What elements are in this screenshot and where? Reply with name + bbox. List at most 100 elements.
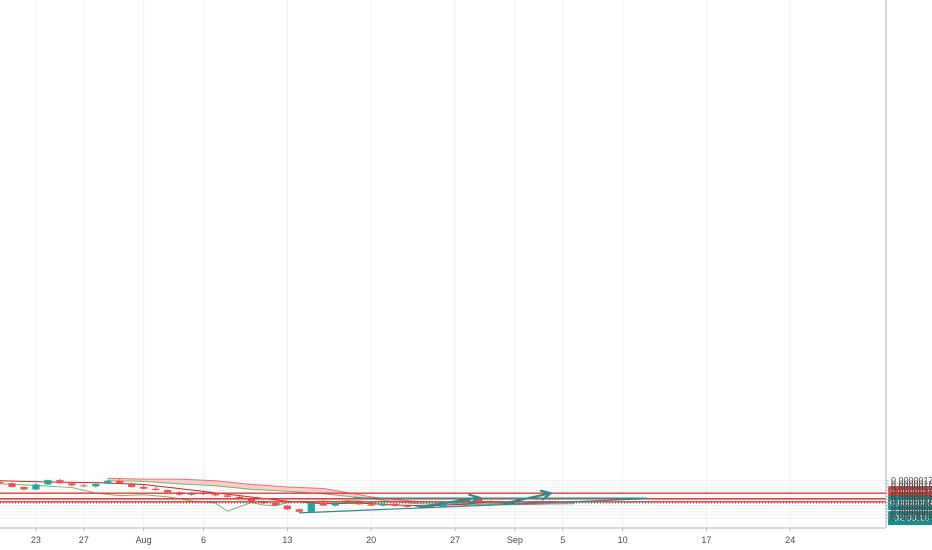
x-tick-label: Sep <box>507 535 523 545</box>
candle-body <box>331 503 339 506</box>
candle[interactable] <box>56 478 64 484</box>
candle[interactable] <box>271 502 279 507</box>
candle-body <box>68 483 76 486</box>
countdown-badge <box>888 511 932 526</box>
leading-span-a <box>107 480 575 506</box>
candle-body <box>32 484 40 490</box>
candle[interactable] <box>295 508 303 513</box>
candle[interactable] <box>20 486 28 491</box>
x-tick-label: 13 <box>282 535 292 545</box>
lagging-span <box>0 483 384 512</box>
candle-body <box>307 503 315 512</box>
candle[interactable] <box>283 504 291 511</box>
x-tick-label: 24 <box>785 535 795 545</box>
candle[interactable] <box>379 503 387 507</box>
candle[interactable] <box>128 482 136 488</box>
grid <box>0 0 886 528</box>
candle-body <box>116 480 124 484</box>
up-arrow-large-head <box>539 489 554 501</box>
candle[interactable] <box>32 483 40 491</box>
candle-body <box>379 503 387 506</box>
up-arrow-large-shaft <box>502 492 551 505</box>
candle-body <box>295 509 303 512</box>
triangle-support-line[interactable] <box>299 498 647 514</box>
candle-body <box>283 505 291 510</box>
candle[interactable] <box>307 501 315 513</box>
candle-body <box>20 486 28 490</box>
cloud-segment <box>143 479 180 484</box>
candle-body <box>271 503 279 506</box>
candle[interactable] <box>68 481 76 487</box>
cloud-segment <box>287 486 324 494</box>
up-arrow-small[interactable] <box>418 493 482 509</box>
x-tick-label: 27 <box>79 535 89 545</box>
up-arrow-large[interactable] <box>502 489 554 505</box>
trend-drawings[interactable] <box>299 489 647 514</box>
candle-body <box>451 501 459 504</box>
x-tick-label: 10 <box>618 535 628 545</box>
candle-body <box>164 490 172 493</box>
candle-body <box>44 480 52 485</box>
up-arrow-small-shaft <box>418 496 480 509</box>
horizontal-levels[interactable]: 0.000001300.000001120.000001020.00000098… <box>0 486 932 526</box>
candle[interactable] <box>140 485 148 490</box>
candle[interactable] <box>331 502 339 507</box>
candle-body <box>152 488 160 491</box>
candle-body <box>247 498 256 502</box>
current-price-badge <box>888 496 932 511</box>
candle-body <box>80 485 88 487</box>
up-arrow-small-head <box>468 493 482 505</box>
y-tick-label: 0.00000050 <box>891 513 932 523</box>
candle[interactable] <box>223 494 232 498</box>
x-tick-label: 5 <box>560 535 565 545</box>
candle[interactable] <box>367 502 375 507</box>
cloud-segment <box>215 480 252 490</box>
candle-body <box>92 483 100 487</box>
candle[interactable] <box>8 482 16 488</box>
candle-body <box>319 503 327 506</box>
candle-body <box>8 483 16 487</box>
candle[interactable] <box>92 483 100 488</box>
candle[interactable] <box>44 479 52 486</box>
x-tick-label: 20 <box>366 535 376 545</box>
countdown-label: 02:00:18 <box>894 513 929 523</box>
candle[interactable] <box>0 481 4 484</box>
candle-body <box>403 505 411 507</box>
candle-body <box>56 480 64 484</box>
candle-body <box>0 481 4 484</box>
candle-body <box>391 503 399 506</box>
candle[interactable] <box>403 504 411 508</box>
candle-body <box>140 486 148 489</box>
candle[interactable] <box>116 478 124 484</box>
candle[interactable] <box>80 483 88 487</box>
candle-body <box>128 483 136 487</box>
candle[interactable] <box>391 503 399 507</box>
candle-body <box>235 496 244 499</box>
candle-body <box>211 494 220 496</box>
candle-body <box>104 480 112 484</box>
x-tick-label: 27 <box>450 535 460 545</box>
x-tick-label: 17 <box>701 535 711 545</box>
candle-body <box>355 501 363 505</box>
candle[interactable] <box>104 479 112 485</box>
x-tick-label: 23 <box>31 535 41 545</box>
candle[interactable] <box>152 486 160 491</box>
current-price-label: 0.00000098 <box>890 498 932 508</box>
x-tick-label: 6 <box>201 535 206 545</box>
candle-body <box>187 493 196 495</box>
